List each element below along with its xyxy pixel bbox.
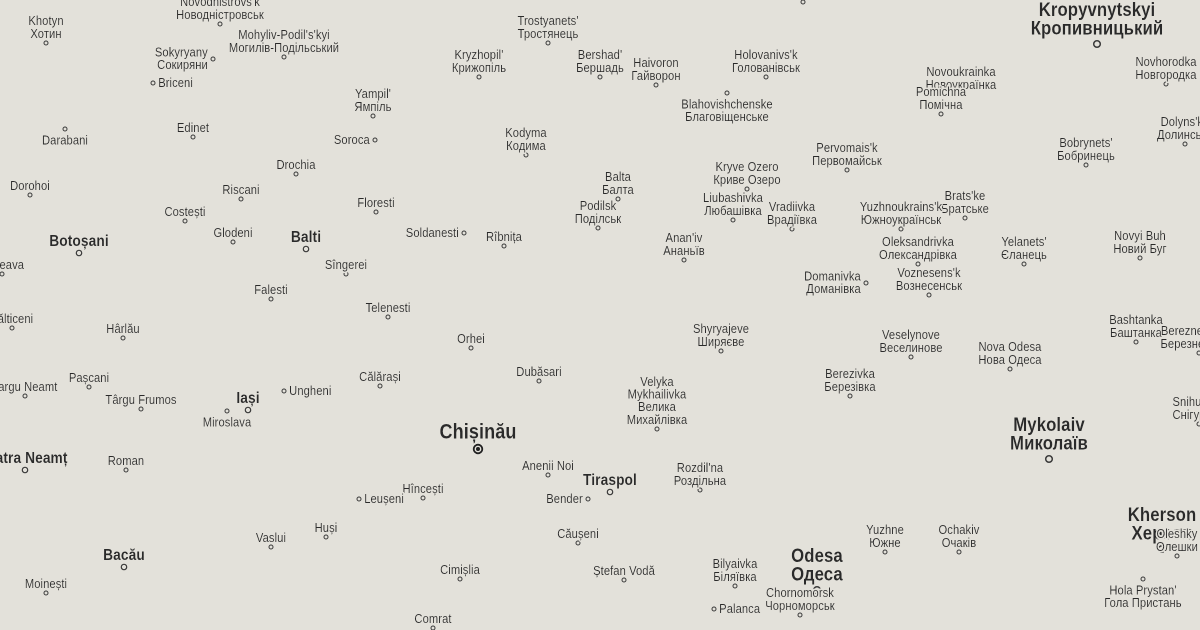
- svg-text:Falesti: Falesti: [254, 282, 287, 297]
- svg-text:Dolyns'kaДолинська: Dolyns'kaДолинська: [1157, 114, 1200, 142]
- svg-text:Anenii Noi: Anenii Noi: [522, 458, 574, 473]
- svg-text:Hârlău: Hârlău: [106, 321, 139, 336]
- svg-text:Soldanesti: Soldanesti: [406, 225, 459, 240]
- svg-text:Kryzhopil'Крижопіль: Kryzhopil' Крижопіль: [452, 47, 506, 75]
- svg-text:Yampil'Ямпіль: Yampil' Ямпіль: [354, 86, 391, 114]
- svg-text:Bacău: Bacău: [103, 546, 145, 564]
- svg-text:Balti: Balti: [291, 228, 321, 246]
- svg-text:Rîbnița: Rîbnița: [486, 229, 522, 244]
- svg-text:Căușeni: Căușeni: [557, 526, 599, 541]
- svg-text:Hola Prystan'Гола Пристань: Hola Prystan' Гола Пристань: [1104, 583, 1181, 611]
- svg-text:Costești: Costești: [164, 204, 205, 219]
- svg-text:Tiraspol: Tiraspol: [583, 471, 637, 489]
- svg-text:Sîngerei: Sîngerei: [325, 257, 367, 272]
- svg-text:Comrat: Comrat: [414, 611, 452, 626]
- svg-text:Iași: Iași: [236, 389, 259, 407]
- svg-text:Suceava: Suceava: [0, 257, 24, 272]
- svg-text:Piatra Neamț: Piatra Neamț: [0, 449, 68, 467]
- svg-text:Ungheni: Ungheni: [289, 383, 331, 398]
- svg-text:Glodeni: Glodeni: [213, 225, 252, 240]
- svg-text:Edinet: Edinet: [177, 120, 210, 135]
- svg-text:Bender: Bender: [546, 491, 583, 506]
- svg-text:Botoșani: Botoșani: [49, 232, 108, 250]
- svg-text:Bobrynets'Бобринець: Bobrynets' Бобринець: [1057, 135, 1115, 163]
- svg-text:Floresti: Floresti: [357, 195, 394, 210]
- svg-text:Bershad'Бершадь: Bershad' Бершадь: [576, 47, 624, 75]
- svg-text:Riscani: Riscani: [222, 182, 259, 197]
- svg-text:Dorohoi: Dorohoi: [10, 178, 50, 193]
- svg-text:BereznehuvateБерезнегувате: BereznehuvateБерезнегувате: [1161, 323, 1200, 351]
- svg-text:Roman: Roman: [108, 453, 144, 468]
- svg-text:Darabani: Darabani: [42, 133, 88, 148]
- svg-text:Yelanets'Єланець: Yelanets' Єланець: [1001, 234, 1047, 262]
- svg-text:Dubăsari: Dubăsari: [516, 364, 561, 379]
- svg-text:Chișinău: Chișinău: [440, 420, 517, 444]
- svg-text:Soroca: Soroca: [334, 132, 370, 147]
- svg-text:Drochia: Drochia: [276, 157, 315, 172]
- svg-text:Fălticeni: Fălticeni: [0, 311, 33, 326]
- svg-text:Hîncești: Hîncești: [402, 481, 443, 496]
- svg-text:Târgu Frumos: Târgu Frumos: [105, 392, 176, 407]
- svg-text:Briceni: Briceni: [158, 75, 193, 90]
- svg-text:Moinești: Moinești: [25, 576, 67, 591]
- svg-text:Telenesti: Telenesti: [366, 300, 411, 315]
- svg-text:Orhei: Orhei: [457, 331, 485, 346]
- svg-text:Cimișlia: Cimișlia: [440, 562, 480, 577]
- svg-text:Vaslui: Vaslui: [256, 530, 286, 545]
- svg-text:Leușeni: Leușeni: [364, 491, 404, 506]
- svg-text:SnihurivkaСнігурівка: SnihurivkaСнігурівка: [1172, 394, 1200, 422]
- svg-text:Trostyanets'Тростянець: Trostyanets' Тростянець: [517, 13, 578, 41]
- svg-text:Miroslava: Miroslava: [203, 415, 252, 430]
- svg-text:Ștefan Vodă: Ștefan Vodă: [593, 563, 655, 578]
- svg-text:Huși: Huși: [315, 520, 338, 535]
- svg-text:Pașcani: Pașcani: [69, 370, 109, 385]
- svg-text:Călărași: Călărași: [359, 369, 401, 384]
- svg-text:Targu Neamt: Targu Neamt: [0, 379, 58, 394]
- svg-text:Palanca: Palanca: [719, 601, 760, 616]
